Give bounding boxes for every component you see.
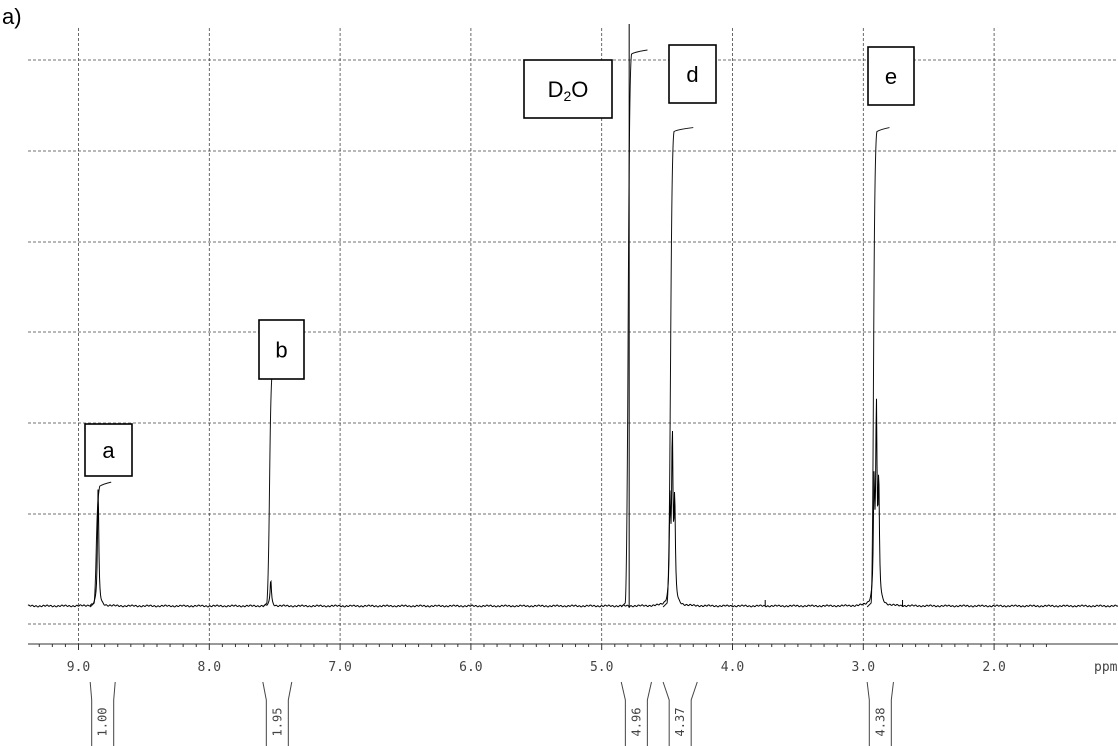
peak-labels: a b D2O d e [84,44,915,477]
x-unit-label: ppm [1094,660,1118,675]
x-tick-label: 9.0 [67,660,90,675]
x-tick-label: 8.0 [198,660,221,675]
integral-bracket [866,681,894,746]
integral-curve [262,359,288,608]
peak-label-a: a [102,438,115,463]
peak-label-box [523,59,613,119]
peak-label-box [867,46,915,106]
integral-bracket [662,681,698,746]
spectrum-line [27,398,1118,608]
x-tick-label: 4.0 [721,660,744,675]
integral-curve [89,481,112,608]
integral-value: 4.96 [629,708,643,737]
panel-label: a) [2,4,22,29]
integral-curve [662,127,694,608]
peak-label-box [258,319,305,380]
integral-curve [866,127,890,608]
peak-label-d: D2O [548,77,589,104]
spectrum-trace [27,24,1118,608]
x-tick-label: 3.0 [852,660,875,675]
peak-label-box [668,44,717,104]
x-axis: 9.0 8.0 7.0 6.0 5.0 4.0 3.0 2.0 ppm [28,643,1118,675]
peak-label-b: b [275,338,287,363]
integral-brackets: 1.00 1.95 4.96 4.37 4.38 [89,681,894,746]
integral-curves [89,49,890,608]
integral-value: 1.00 [96,708,110,737]
integral-value: 4.38 [873,708,887,737]
integral-curve [620,49,648,608]
integral-bracket [262,681,293,746]
integral-bracket [89,681,116,746]
chart-grid [28,28,1118,644]
peak-label-d: d [686,62,698,87]
integral-value: 4.37 [673,708,687,737]
x-tick-label: 2.0 [982,660,1005,675]
x-tick-label: 7.0 [328,660,351,675]
peak-label-e: e [885,64,897,89]
integral-bracket [620,681,652,746]
peak-label-box [84,423,133,477]
x-tick-label: 6.0 [459,660,482,675]
integral-value: 1.95 [270,708,284,737]
x-tick-label: 5.0 [590,660,613,675]
